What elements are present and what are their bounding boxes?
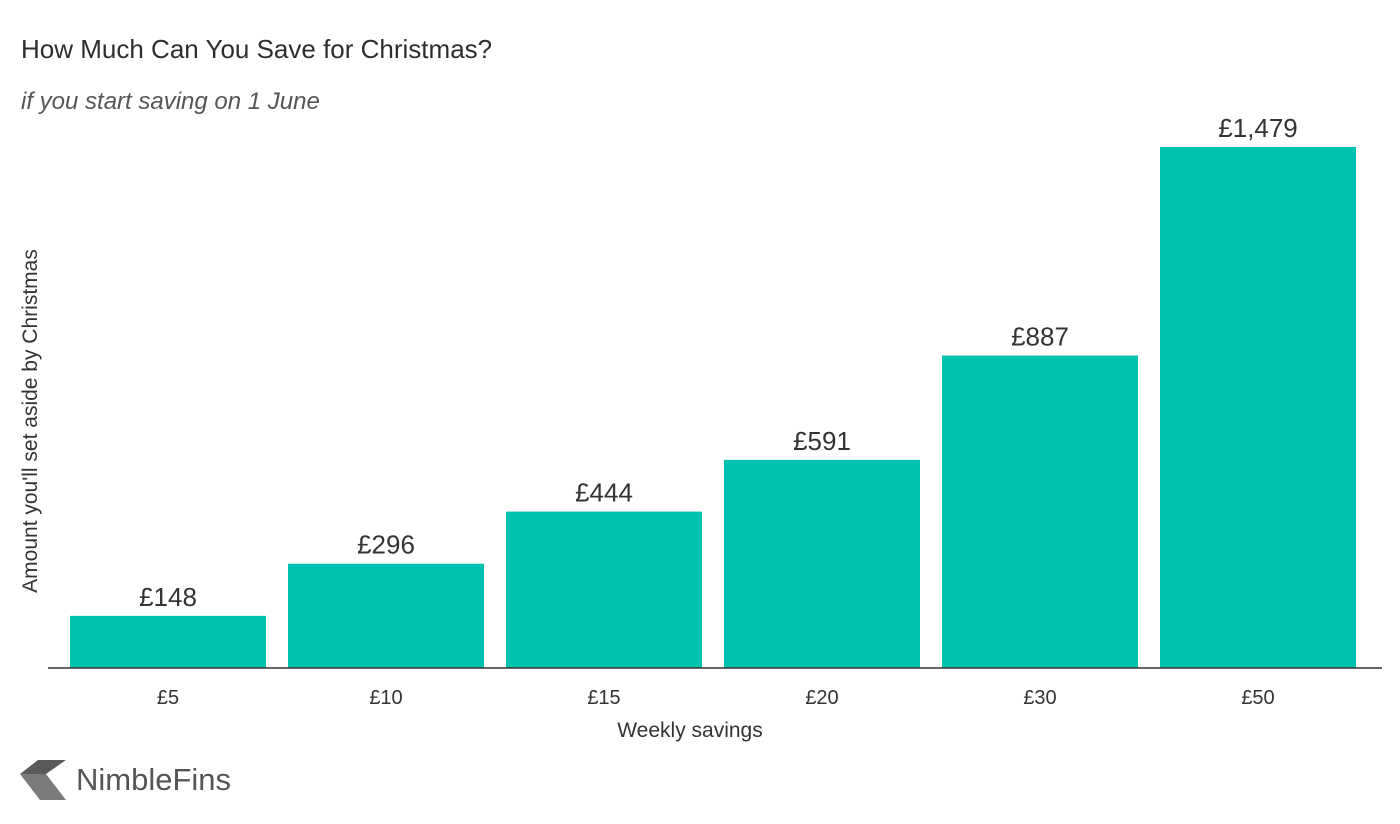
bar-5 [1160, 147, 1356, 668]
bar-1 [288, 563, 484, 668]
data-label-4: £887 [1011, 322, 1069, 352]
chart-subtitle: if you start saving on 1 June [21, 88, 320, 115]
nimblefins-logo: NimbleFins [20, 758, 231, 802]
x-tick-labels-group: £5 £10 £15 £20 £30 £50 [157, 687, 1275, 709]
chart-title: How Much Can You Save for Christmas? [21, 34, 493, 64]
brand-name: NimbleFins [76, 762, 232, 797]
bar-4 [942, 355, 1138, 668]
bar-3 [724, 459, 920, 668]
x-tick-label-2: £15 [587, 687, 620, 709]
x-tick-label-3: £20 [805, 687, 838, 709]
bars-group [70, 147, 1356, 668]
data-label-1: £296 [357, 530, 415, 560]
x-axis-label: Weekly savings [617, 719, 763, 742]
bar-0 [70, 615, 266, 668]
x-tick-label-0: £5 [157, 687, 179, 709]
data-label-2: £444 [575, 478, 633, 508]
bar-2 [506, 511, 702, 668]
x-tick-label-1: £10 [369, 687, 402, 709]
nimblefins-chevron-icon [20, 760, 66, 800]
x-tick-label-5: £50 [1241, 687, 1274, 709]
data-labels-group: £148 £296 £444 £591 £887 £1,479 [139, 113, 1298, 612]
x-tick-label-4: £30 [1023, 687, 1056, 709]
data-label-3: £591 [793, 426, 851, 456]
y-axis-label: Amount you'll set aside by Christmas [19, 249, 42, 593]
data-label-0: £148 [139, 582, 197, 612]
data-label-5: £1,479 [1218, 113, 1298, 143]
